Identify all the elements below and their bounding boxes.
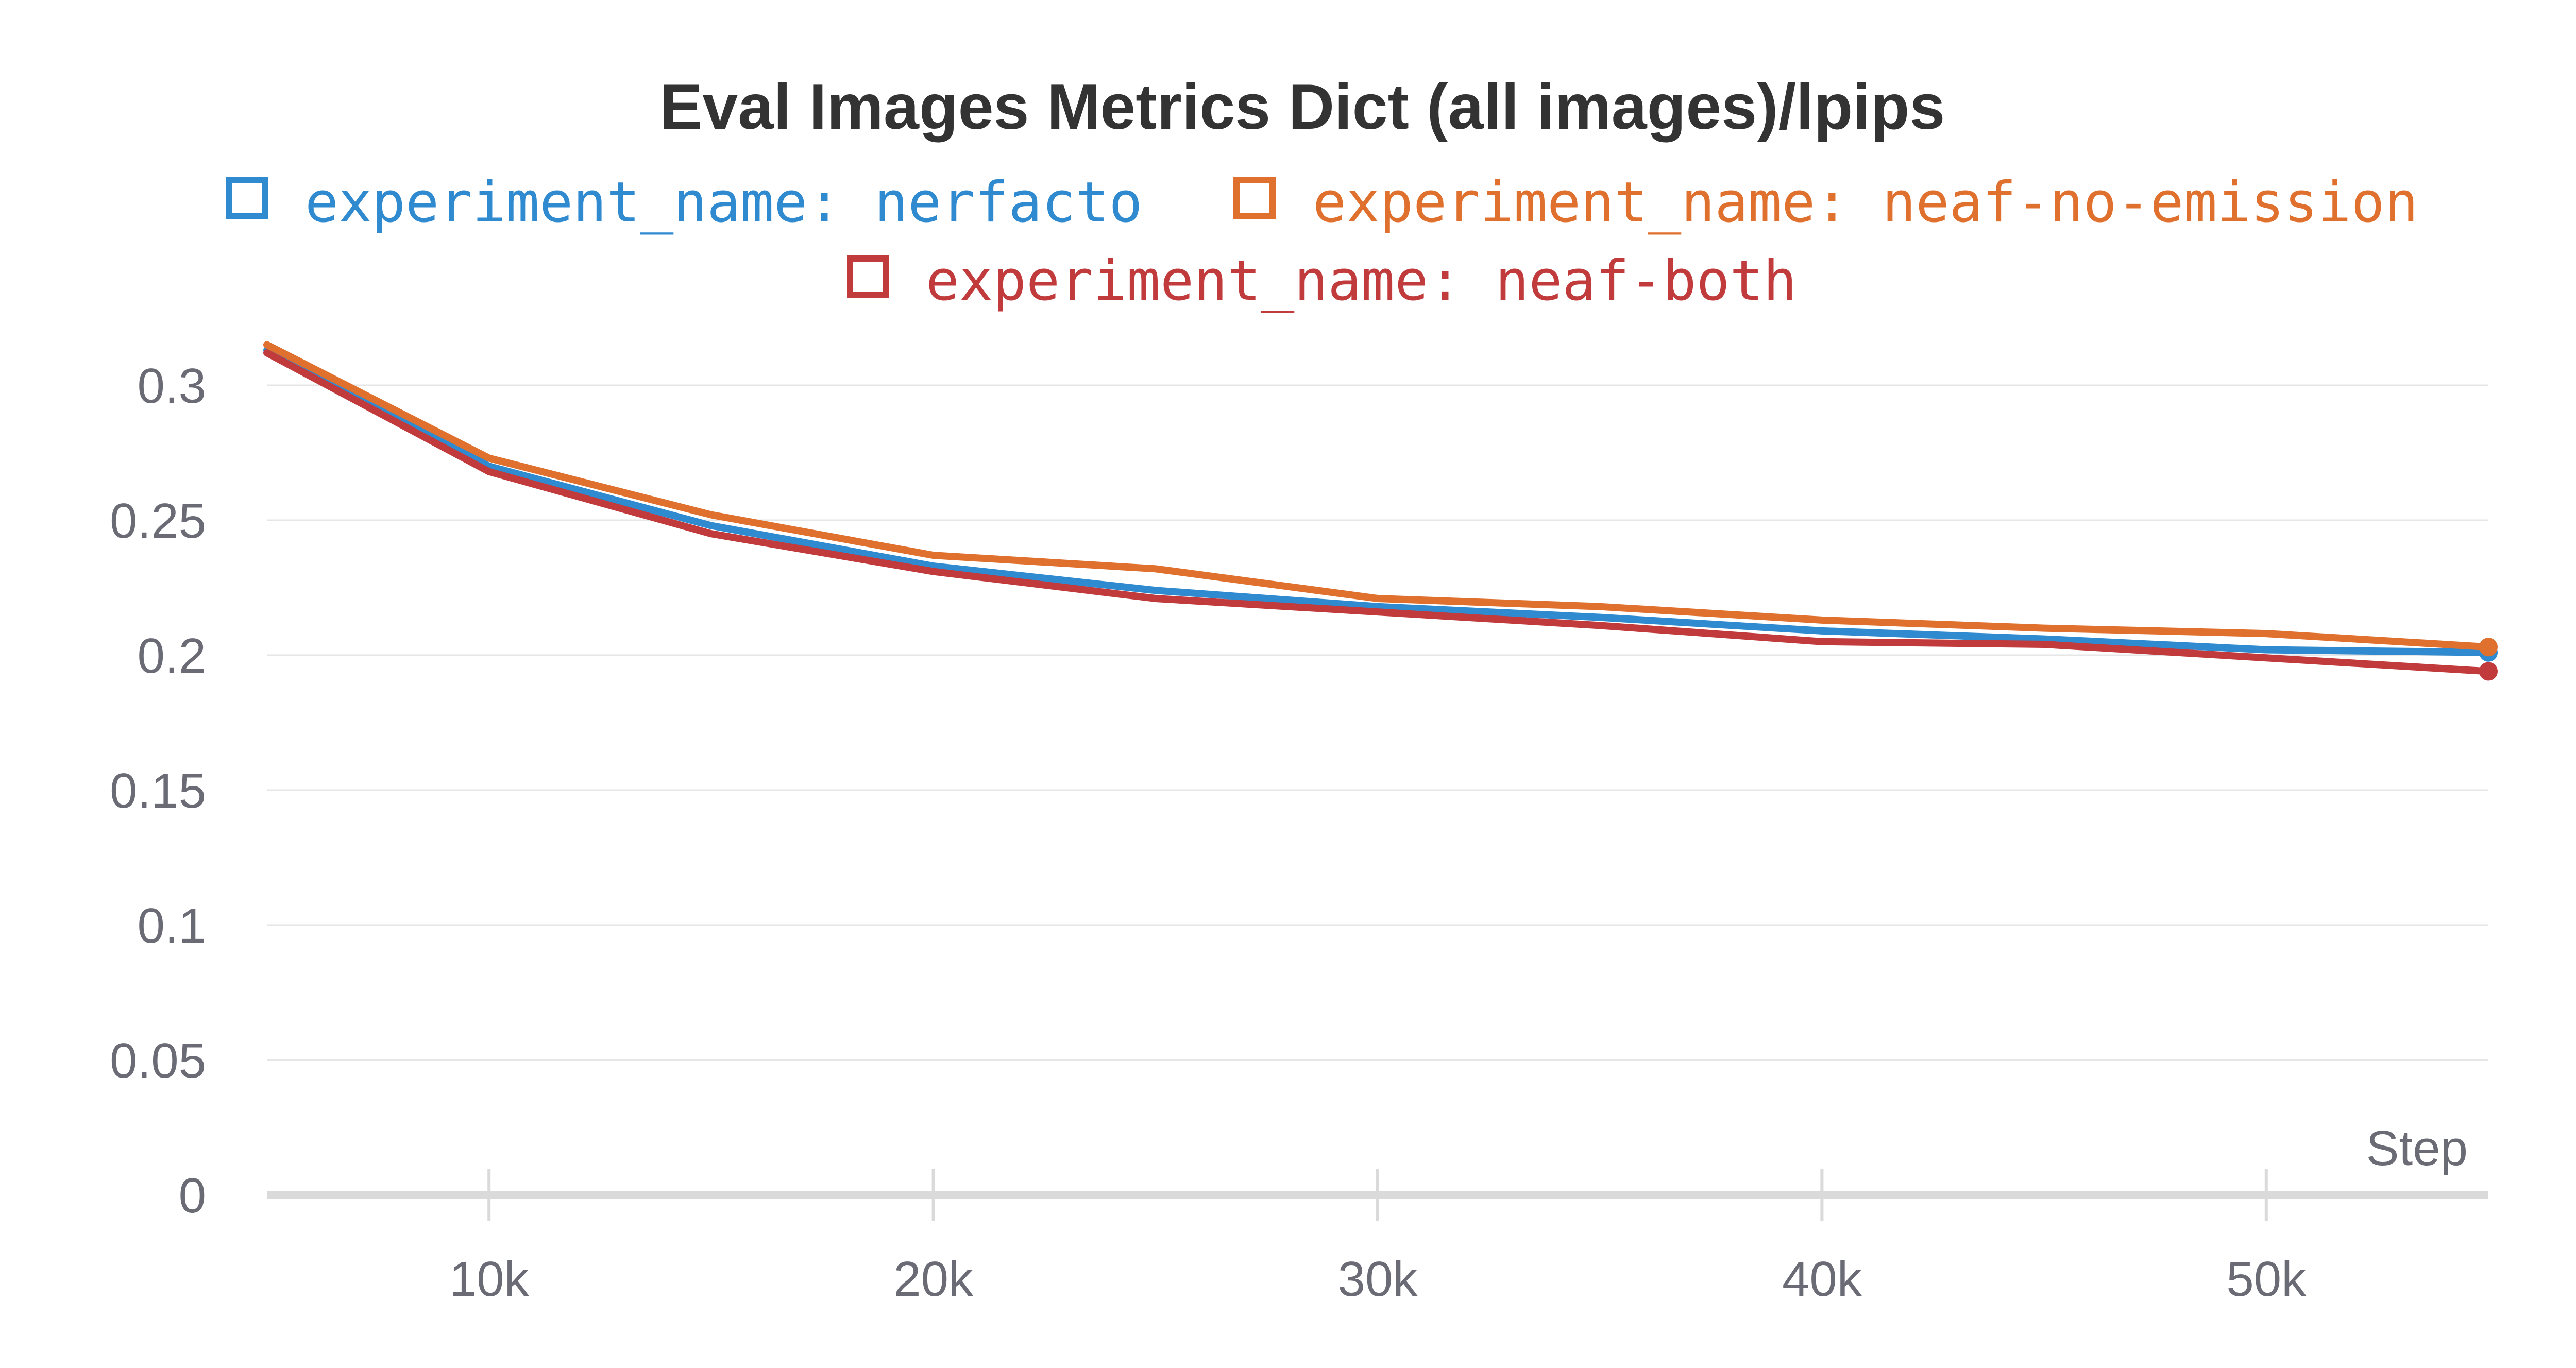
- x-tick-label: 40k: [1782, 1252, 1862, 1307]
- y-axis: 0 0.05 0.1 0.15 0.2 0.25 0.3: [110, 358, 206, 1223]
- y-tick-label: 0.25: [110, 493, 206, 549]
- legend-label-1: experiment_name: neaf-no-emission: [1313, 170, 2418, 235]
- x-tick-label: 30k: [1338, 1252, 1418, 1307]
- x-tick-label: 10k: [449, 1252, 530, 1307]
- x-tick-label: 50k: [2226, 1252, 2307, 1307]
- legend-swatch-2: [847, 255, 889, 298]
- gridlines: [267, 384, 2488, 1061]
- y-tick-label: 0.3: [138, 358, 206, 414]
- series-line-0: [263, 346, 2492, 656]
- series-line-2: [263, 349, 2492, 675]
- legend-label-0: experiment_name: nerfacto: [305, 170, 1143, 235]
- y-tick-label: 0.15: [110, 763, 206, 818]
- x-axis-label: Step: [2366, 1121, 2468, 1176]
- y-tick-label: 0: [179, 1168, 206, 1223]
- y-tick-label: 0.1: [138, 898, 206, 953]
- series-end-point-1: [2479, 638, 2498, 657]
- series-line-1: [263, 341, 2492, 651]
- y-tick-label: 0.05: [110, 1033, 206, 1088]
- x-axis: 10k 20k 30k 40k 50k: [267, 1169, 2488, 1307]
- series-layer: [263, 341, 2498, 681]
- x-tick-label: 20k: [893, 1252, 974, 1307]
- legend-swatch-1: [1233, 177, 1276, 219]
- y-tick-label: 0.2: [138, 628, 206, 683]
- legend-swatch-0: [226, 177, 268, 219]
- legend-label-2: experiment_name: neaf-both: [926, 249, 1797, 313]
- chart-legend: experiment_name: nerfacto experiment_name…: [226, 170, 2418, 313]
- series-end-point-2: [2479, 662, 2498, 681]
- chart-title: Eval Images Metrics Dict (all images)/lp…: [660, 72, 1945, 143]
